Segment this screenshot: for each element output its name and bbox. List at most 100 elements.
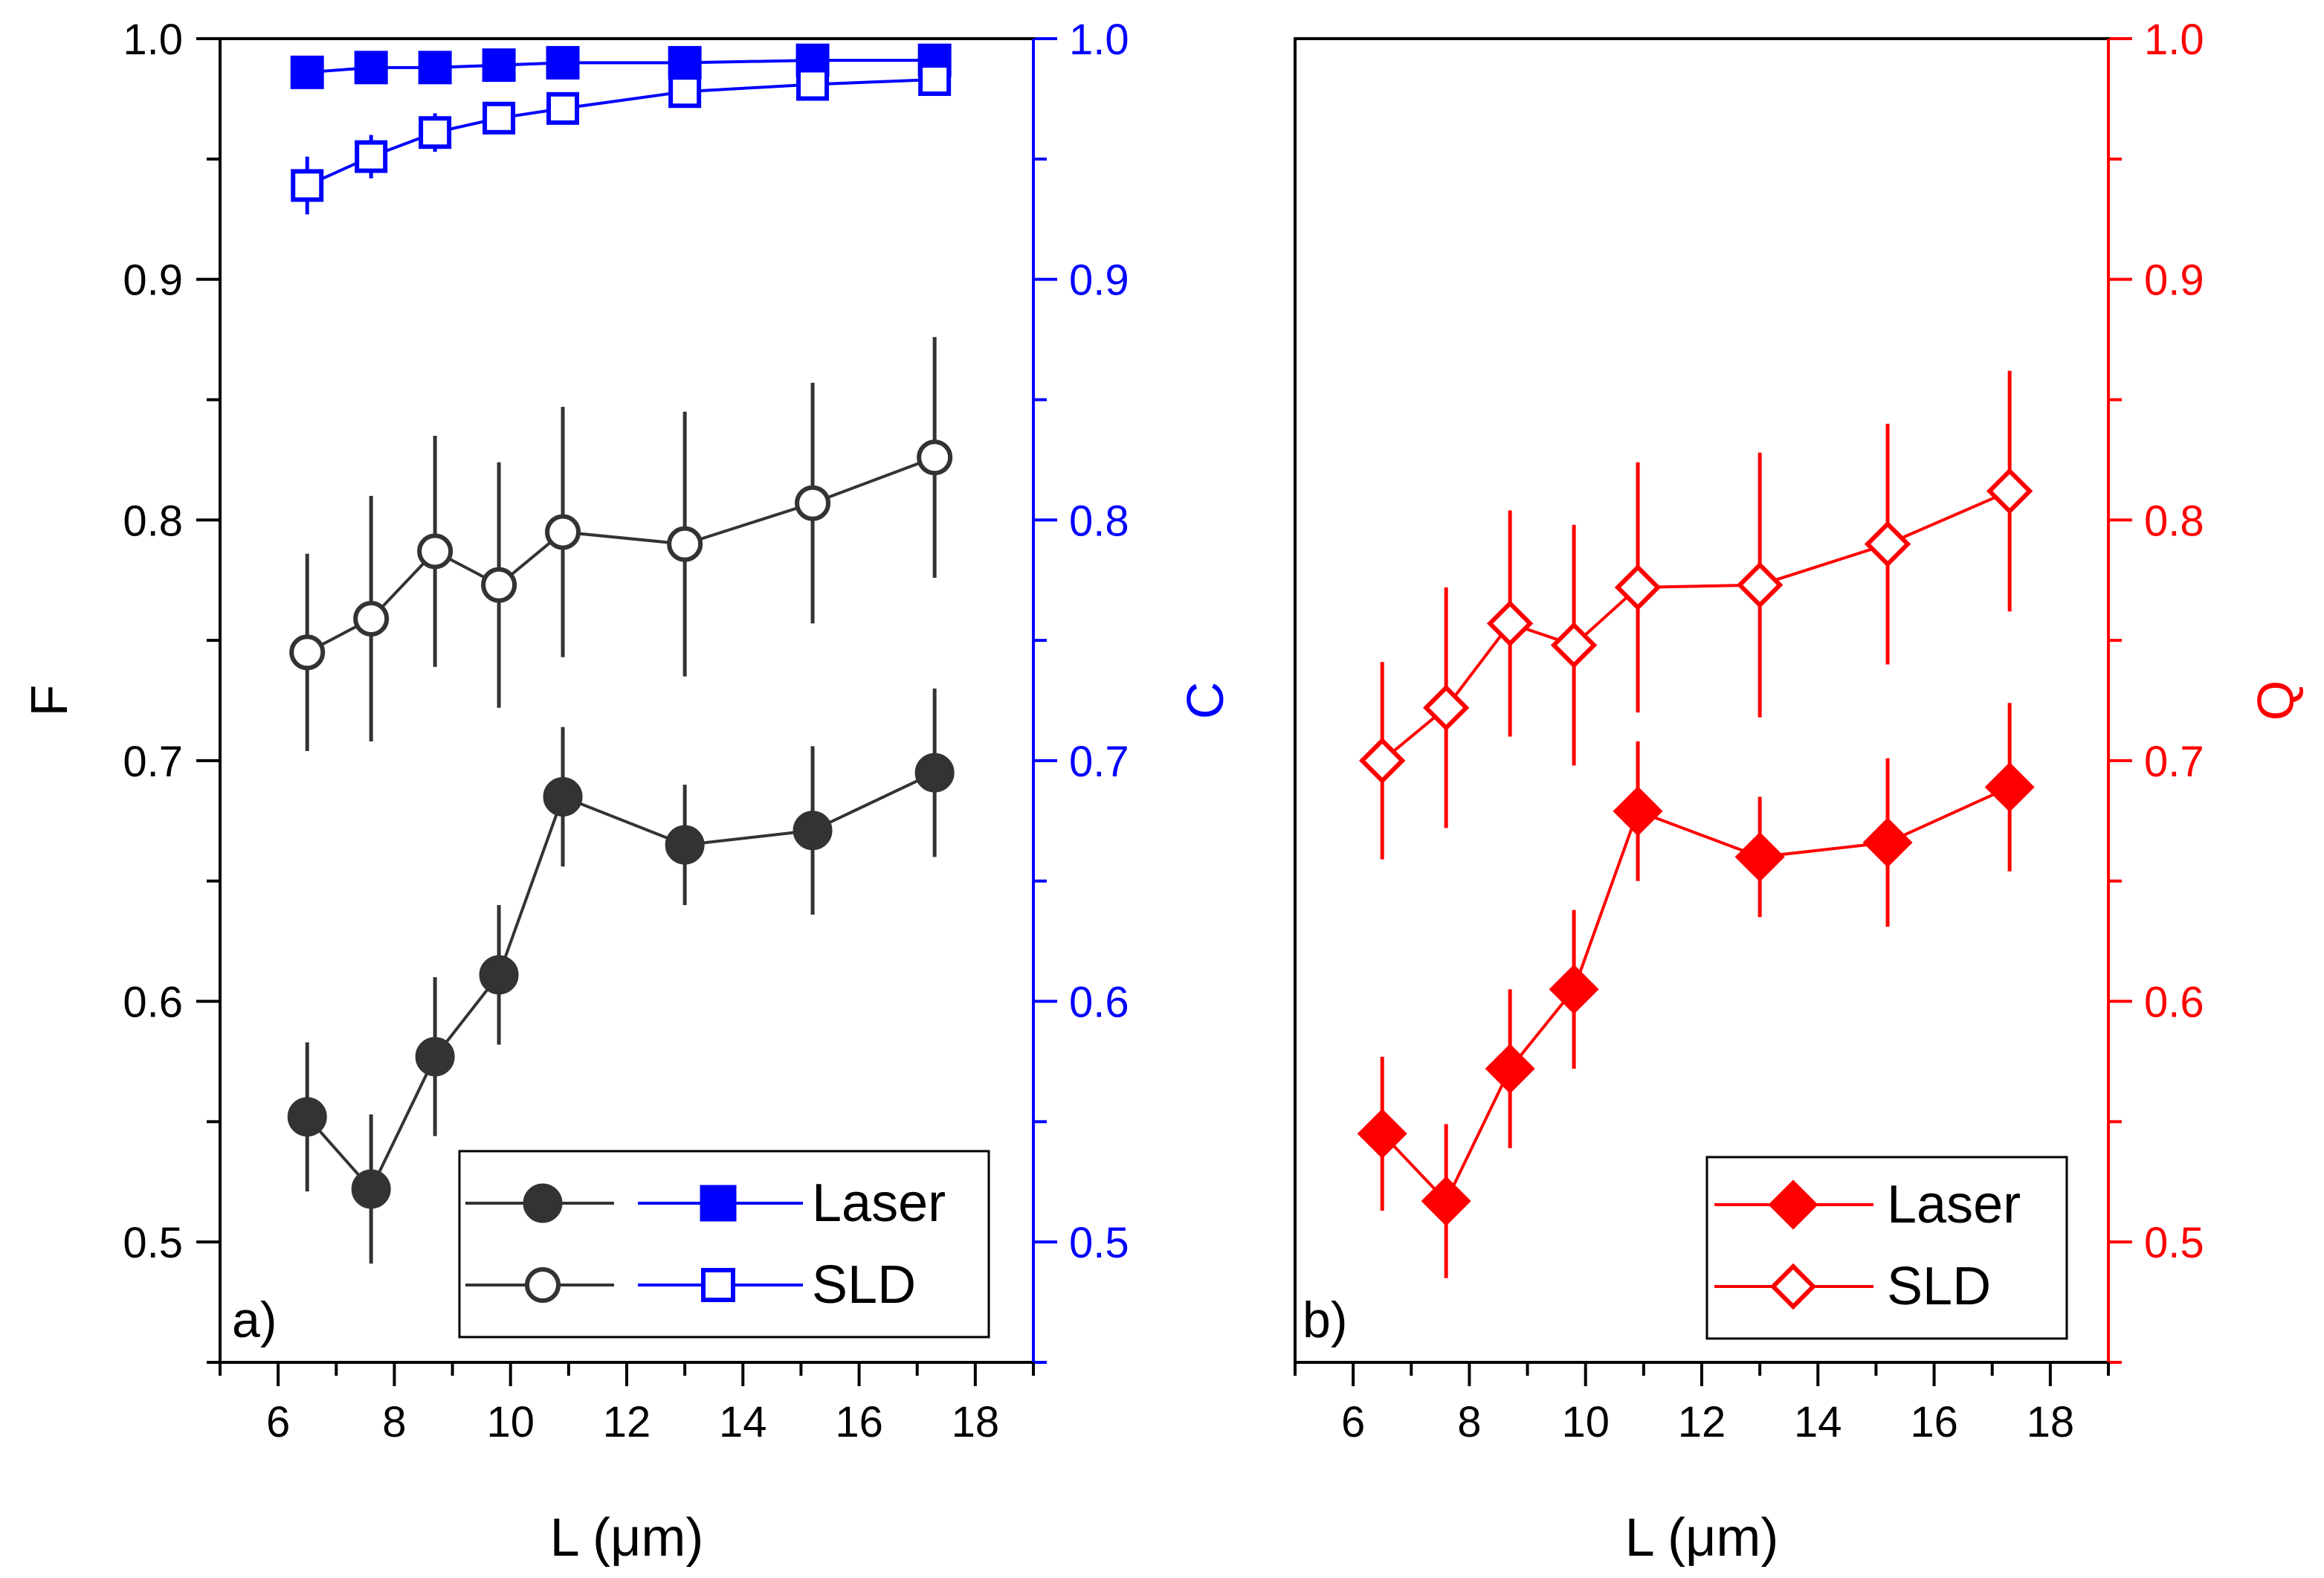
panel-b-legend-box bbox=[1705, 1156, 2068, 1340]
panel-b-ytick-label-right: 0.7 bbox=[2144, 738, 2204, 786]
panel-a-point-c-sld bbox=[796, 68, 830, 101]
panel-b-point-q-sld bbox=[1422, 684, 1470, 731]
panel-a-series-c-sld bbox=[291, 63, 952, 215]
panel-a-point-f-sld bbox=[917, 439, 953, 476]
panel-a-point-f-sld bbox=[795, 485, 831, 521]
panel-b-point-q-sld bbox=[1986, 468, 2033, 515]
panel-a-point-f-laser bbox=[351, 1169, 391, 1209]
panel-b-legend: Laser SLD bbox=[1705, 1156, 2068, 1340]
panel-b-xtick-label: 16 bbox=[1910, 1398, 1958, 1446]
panel-a-ytick-label-left: 0.9 bbox=[123, 257, 183, 305]
panel-b-legend-sld: SLD bbox=[1887, 1257, 1991, 1316]
panel-a-ytick-label-left: 0.7 bbox=[123, 738, 183, 786]
panel-a-point-c-sld bbox=[546, 91, 580, 125]
panel-b-ytick-label-right: 0.6 bbox=[2144, 979, 2204, 1027]
panel-b-xlabel: L (μm) bbox=[1625, 1508, 1779, 1568]
panel-a-xtick-label: 14 bbox=[719, 1398, 767, 1446]
panel-a-point-c-sld bbox=[355, 140, 388, 173]
panel-a-point-f-laser bbox=[665, 825, 705, 865]
panel-a-point-f-sld bbox=[545, 514, 581, 550]
panel-a-xlabel: L (μm) bbox=[550, 1508, 704, 1568]
panel-b-series-line-q-laser bbox=[1381, 785, 2010, 1204]
panel-b-xtick-label: 12 bbox=[1678, 1398, 1726, 1446]
panel-b-series-line-q-sld bbox=[1381, 489, 2010, 762]
panel-a-point-c-laser bbox=[546, 45, 580, 80]
panel-a-ytick-label-right: 1.0 bbox=[1069, 16, 1129, 64]
panel-a-series-line-f-sld bbox=[306, 456, 935, 654]
panel-a-point-f-sld bbox=[667, 526, 703, 562]
panel-a-xtick-label: 16 bbox=[835, 1398, 883, 1446]
panel-b-point-q-sld bbox=[1550, 622, 1598, 669]
panel-a-point-c-sld bbox=[918, 63, 952, 97]
panel-b-point-q-laser bbox=[1734, 831, 1785, 882]
panel-a-series-f-sld bbox=[289, 337, 953, 751]
panel-b-point-q-laser bbox=[1613, 786, 1663, 837]
panel-b-legend-laser: Laser bbox=[1887, 1175, 2021, 1234]
panel-b-point-q-laser bbox=[1549, 964, 1599, 1014]
panel-a-point-c-sld bbox=[291, 169, 324, 202]
panel-a-point-f-sld bbox=[353, 600, 390, 637]
panel-a-legend-laser: Laser bbox=[812, 1173, 946, 1233]
panel-a-point-c-laser bbox=[290, 55, 324, 89]
panel-a-legend-laser-markers bbox=[465, 1183, 803, 1223]
panel-a-ytick-label-left: 0.8 bbox=[123, 497, 183, 545]
panel-a-point-f-laser bbox=[914, 753, 955, 793]
panel-a-ylabel-right: C bbox=[1176, 682, 1234, 720]
panel-a-series-line-c-laser bbox=[307, 59, 935, 74]
panel-b-ytick-label-right: 0.5 bbox=[2144, 1219, 2204, 1267]
panel-a-point-c-laser bbox=[668, 45, 702, 80]
panel-a-point-f-laser bbox=[793, 811, 833, 851]
panel-b-point-q-laser bbox=[1485, 1043, 1535, 1094]
panel-a-xtick-label: 12 bbox=[603, 1398, 651, 1446]
panel-a-tick-labels: 6 8 10 12 14 16 18 0.5 0.6 0.7 0.8 0.9 1.0 0.5 0.6 0.7 0… bbox=[123, 16, 1129, 1446]
panel-b-ytick-label-right: 0.9 bbox=[2144, 257, 2204, 305]
panel-b-point-q-sld bbox=[1358, 737, 1406, 785]
panel-a-legend-sld: SLD bbox=[812, 1255, 916, 1315]
panel-a-legend: Laser SLD bbox=[458, 1150, 990, 1339]
panel-b-ytick-label-right: 1.0 bbox=[2144, 16, 2204, 64]
panel-b-ticks bbox=[1294, 37, 2132, 1386]
panel-a-point-f-laser bbox=[479, 955, 519, 995]
panel-a-series-c-laser bbox=[290, 43, 952, 89]
panel-a-point-c-sld bbox=[419, 116, 452, 149]
panel-a-ytick-label-right: 0.6 bbox=[1069, 979, 1129, 1027]
panel-b-ylabel-right: Q bbox=[2247, 680, 2305, 721]
panel-a-point-c-laser bbox=[482, 48, 516, 83]
panel-a-point-f-sld bbox=[417, 533, 453, 570]
panel-a-ylabel-left: F bbox=[20, 685, 78, 717]
panel-b-series-q-laser bbox=[1357, 703, 2035, 1278]
panel-a-xtick-label: 10 bbox=[486, 1398, 535, 1446]
panel-a-ytick-label-left: 1.0 bbox=[123, 16, 183, 64]
panel-a-ticks bbox=[196, 37, 1057, 1386]
panel-b-xtick-label: 18 bbox=[2027, 1398, 2075, 1446]
panel-a-ytick-label-right: 0.9 bbox=[1069, 257, 1129, 305]
panel-a-data bbox=[287, 43, 955, 1264]
panel-a-series-line-c-sld bbox=[306, 78, 935, 187]
panel-b-point-q-sld bbox=[1486, 600, 1534, 647]
panel-b-point-q-sld bbox=[1736, 561, 1784, 608]
panel-b-point-q-sld bbox=[1614, 564, 1662, 611]
panel-b-xtick-label: 8 bbox=[1457, 1398, 1481, 1446]
panel-b-label: b) bbox=[1303, 1292, 1347, 1348]
panel-a-series-line-f-laser bbox=[306, 771, 936, 1192]
panel-b-point-q-laser bbox=[1984, 761, 2035, 813]
panel-b-legend-laser-marker bbox=[1714, 1179, 1873, 1230]
panel-a-xtick-label: 6 bbox=[266, 1398, 290, 1446]
panel-a-xtick-label: 18 bbox=[952, 1398, 1000, 1446]
panel-a-point-f-laser bbox=[415, 1037, 455, 1077]
panel-b-point-q-laser bbox=[1421, 1176, 1471, 1226]
panel-b-xtick-label: 10 bbox=[1561, 1398, 1610, 1446]
panel-a-ytick-label-left: 0.5 bbox=[123, 1219, 183, 1267]
panel-a-point-c-sld bbox=[668, 75, 702, 109]
panel-b-data bbox=[1357, 370, 2035, 1278]
panel-b: 6 8 10 12 14 16 180.50.60.70.80.91.0 Q L (μm) … bbox=[1294, 16, 2305, 1568]
panel-a-point-c-laser bbox=[354, 51, 388, 85]
panel-a-point-f-laser bbox=[287, 1097, 327, 1137]
panel-b-series-q-sld bbox=[1358, 370, 2033, 860]
panel-a-series-f-laser bbox=[287, 688, 955, 1264]
panel-a-ytick-label-left: 0.6 bbox=[123, 979, 183, 1027]
panel-a-legend-sld-markers bbox=[465, 1267, 803, 1303]
panel-b-tick-labels: 6 8 10 12 14 16 18 0.5 0.6 0.7 0.8 0.9 1.0 bbox=[1341, 16, 2204, 1446]
panel-b-point-q-laser bbox=[1357, 1109, 1407, 1159]
